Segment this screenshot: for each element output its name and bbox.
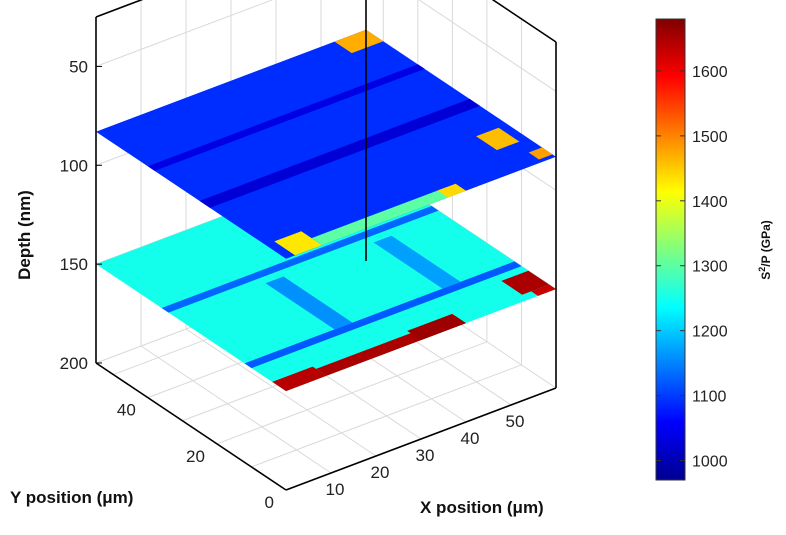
x-tick-label: 30 bbox=[416, 446, 435, 465]
depth-slices bbox=[96, 29, 556, 392]
slice-feature bbox=[265, 276, 353, 330]
x-tick-label: 40 bbox=[461, 429, 480, 448]
slice-feature bbox=[334, 29, 384, 54]
slice-feature bbox=[147, 64, 425, 171]
y-tick-label: 20 bbox=[186, 447, 205, 466]
slice-feature bbox=[161, 206, 439, 313]
box-edge bbox=[285, 387, 557, 491]
colorbar-ticks: 1000 1100 1200 1300 1400 1500 1600 bbox=[656, 64, 728, 471]
slice-feature bbox=[531, 284, 556, 296]
slice-feature bbox=[199, 98, 480, 208]
slice-feature bbox=[476, 127, 520, 151]
colorbar-tick-label: 1600 bbox=[692, 64, 728, 81]
grid-line bbox=[185, 328, 377, 457]
slice-feature bbox=[501, 270, 550, 295]
x-tick-label: 10 bbox=[326, 480, 345, 499]
colorbar-tick-label: 1500 bbox=[692, 129, 728, 146]
slice-feature bbox=[274, 231, 322, 256]
grid-line bbox=[140, 345, 332, 474]
slice-feature bbox=[373, 235, 461, 289]
z-tick-label: 150 bbox=[60, 255, 88, 274]
grid-line bbox=[251, 364, 522, 468]
z-axis-title: Depth (nm) bbox=[15, 190, 34, 280]
box-edge bbox=[95, 362, 287, 491]
slice-feature bbox=[528, 147, 553, 160]
colorbar-tick-label: 1300 bbox=[692, 259, 728, 276]
grid-line bbox=[418, 0, 557, 92]
x-tick-label: 50 bbox=[506, 412, 525, 431]
z-tick-label: 200 bbox=[60, 354, 88, 373]
colorbar-tick-label: 1200 bbox=[692, 324, 728, 341]
colorbar-tick-label: 1400 bbox=[692, 194, 728, 211]
colorbar-gradient bbox=[655, 18, 686, 481]
axis-ticks: 50 100 150 200 0 20 40 10 20 30 40 50 bbox=[60, 57, 525, 512]
slice-base bbox=[96, 162, 556, 392]
slice-feature bbox=[437, 183, 466, 198]
z-tick-label: 100 bbox=[60, 156, 88, 175]
z-tick-label: 50 bbox=[69, 57, 88, 76]
grid-line bbox=[216, 341, 488, 445]
colorbar-tick-label: 1100 bbox=[692, 389, 727, 406]
x-axis-title: X position (μm) bbox=[420, 498, 544, 517]
y-axis-title: Y position (μm) bbox=[10, 488, 133, 507]
axes-box bbox=[95, 0, 557, 491]
colorbar-tick-label: 1000 bbox=[692, 454, 728, 471]
grid-line bbox=[95, 0, 274, 67]
colorbar: 1000 1100 1200 1300 1400 1500 1600 S2/P (GPa) bbox=[655, 18, 773, 481]
slice-feature bbox=[311, 187, 457, 246]
slice-feature bbox=[244, 261, 522, 369]
depth-slice-150 bbox=[96, 162, 556, 392]
box-edge bbox=[491, 0, 557, 43]
slice-feature bbox=[407, 313, 466, 341]
depth-slice-83 bbox=[96, 29, 556, 259]
x-tick-label: 20 bbox=[371, 463, 390, 482]
y-tick-label: 0 bbox=[265, 493, 274, 512]
colorbar-title: S2/P (GPa) bbox=[757, 220, 773, 280]
slice-feature bbox=[272, 366, 327, 392]
y-tick-label: 40 bbox=[117, 401, 136, 420]
